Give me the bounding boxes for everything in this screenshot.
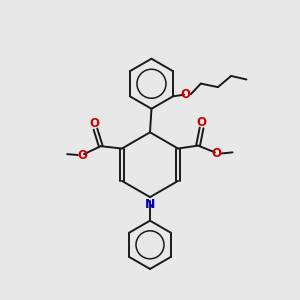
Text: N: N [145,198,155,211]
Text: O: O [181,88,190,101]
Text: O: O [77,149,88,162]
Text: O: O [89,117,99,130]
Text: O: O [211,147,221,160]
Text: O: O [196,116,207,129]
